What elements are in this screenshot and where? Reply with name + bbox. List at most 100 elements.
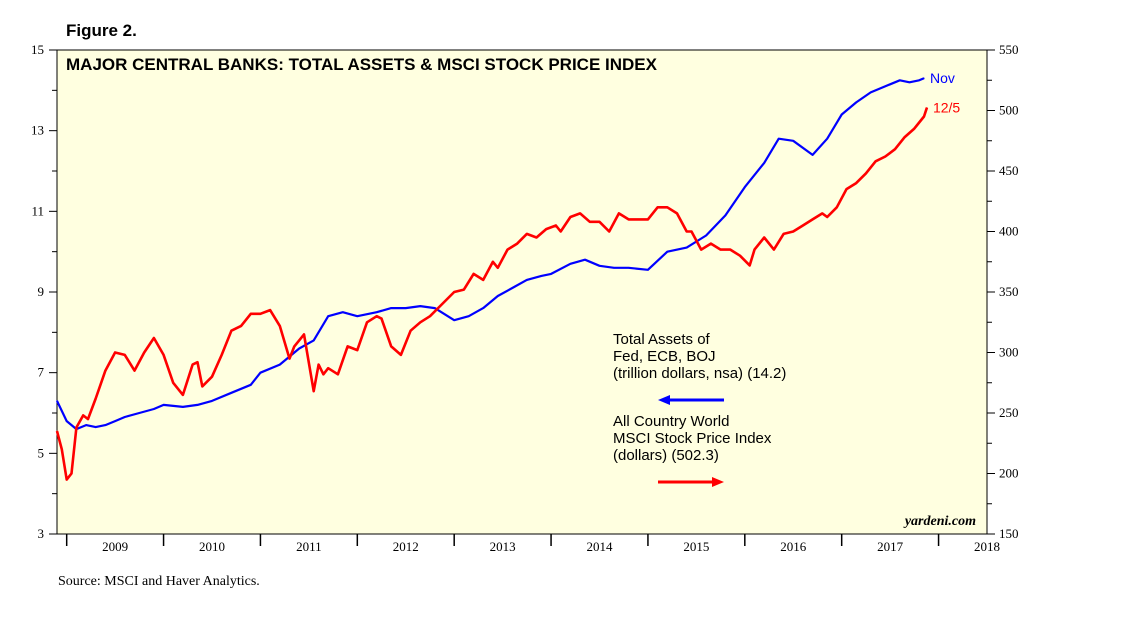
data-point [288, 358, 291, 360]
x-axis-tick-label: 2014 [587, 539, 614, 554]
data-point [923, 77, 925, 79]
data-point [327, 367, 329, 369]
data-point [647, 218, 649, 220]
data-point [95, 397, 97, 400]
chart-title: MAJOR CENTRAL BANKS: TOTAL ASSETS & MSCI… [66, 55, 658, 74]
legend-text-line: Total Assets of [613, 331, 711, 348]
data-point [318, 364, 320, 366]
legend-text-line: All Country World [613, 413, 729, 430]
data-point [473, 273, 475, 275]
x-axis-tick-label: 2017 [877, 539, 904, 554]
data-point [894, 148, 896, 150]
data-point [429, 315, 431, 317]
data-point [269, 309, 271, 311]
data-point [926, 107, 928, 109]
data-point [647, 269, 649, 271]
right-axis-tick-label: 300 [999, 345, 1019, 360]
data-point [196, 404, 199, 406]
data-point [201, 385, 203, 387]
data-point [511, 287, 513, 289]
data-point [812, 154, 814, 156]
series-layer: Nov 12/5 [55, 70, 960, 481]
data-point [337, 373, 339, 375]
data-point [749, 264, 751, 266]
data-point [259, 313, 261, 315]
data-point [628, 267, 630, 269]
data-point [124, 354, 126, 356]
data-point [729, 249, 731, 251]
right-axis-tick-label: 150 [999, 526, 1019, 541]
data-point [192, 364, 194, 366]
data-point [211, 376, 213, 378]
data-point [506, 249, 509, 251]
brand-label: yardeni.com [903, 514, 976, 529]
data-point [497, 267, 499, 269]
data-point [182, 394, 184, 396]
data-point [569, 216, 572, 218]
data-point [700, 249, 702, 251]
x-axis-tick-label: 2015 [683, 539, 709, 554]
data-point [516, 243, 518, 245]
data-point [133, 370, 136, 372]
data-point [676, 212, 678, 214]
data-point [889, 83, 891, 85]
data-point [908, 81, 911, 83]
data-point [405, 307, 407, 309]
data-point [453, 319, 455, 321]
data-point [221, 354, 223, 356]
data-point [114, 420, 116, 422]
data-point [545, 228, 547, 230]
data-point [884, 155, 886, 158]
data-point [322, 373, 324, 375]
right-axis-tick-label: 500 [999, 103, 1019, 118]
data-point [482, 279, 484, 281]
x-axis-tick-label: 2013 [490, 539, 516, 554]
data-point [230, 392, 232, 394]
series-line-total-assets [56, 77, 925, 431]
data-point [347, 345, 349, 347]
data-point [279, 325, 281, 327]
data-point [390, 307, 392, 309]
data-point [540, 275, 543, 277]
legend-text-line: MSCI Stock Price Index [613, 430, 772, 447]
data-point [56, 400, 58, 402]
data-point [380, 318, 383, 320]
data-point [259, 372, 261, 374]
right-axis-tick-label: 350 [999, 284, 1019, 299]
data-point [821, 212, 823, 214]
data-point [453, 291, 455, 293]
data-point [85, 424, 87, 426]
data-point [637, 218, 639, 220]
data-point [763, 236, 765, 239]
data-point [705, 234, 707, 237]
data-point [124, 416, 126, 418]
data-point [618, 212, 620, 214]
data-point [526, 233, 528, 235]
data-point [855, 101, 857, 103]
data-point [163, 404, 165, 406]
left-axis-tick-label: 9 [38, 284, 45, 299]
data-point [744, 186, 746, 188]
data-point [463, 289, 465, 291]
data-point [66, 420, 68, 422]
right-axis-tick-label: 250 [999, 405, 1019, 420]
data-point [598, 265, 601, 267]
data-point [138, 412, 140, 414]
x-axis-tick-label: 2012 [393, 539, 419, 554]
data-point [589, 221, 591, 223]
data-point [550, 273, 552, 275]
series-line-msci-index [55, 107, 929, 481]
data-point [327, 315, 329, 317]
data-point [841, 113, 843, 116]
data-point [913, 128, 915, 130]
data-point [211, 400, 213, 402]
left-axis-tick-label: 13 [31, 123, 44, 138]
data-point [608, 230, 610, 233]
data-point [923, 115, 925, 118]
data-point [376, 311, 378, 313]
data-point [114, 351, 116, 354]
data-point [904, 136, 906, 138]
data-point [812, 218, 814, 220]
